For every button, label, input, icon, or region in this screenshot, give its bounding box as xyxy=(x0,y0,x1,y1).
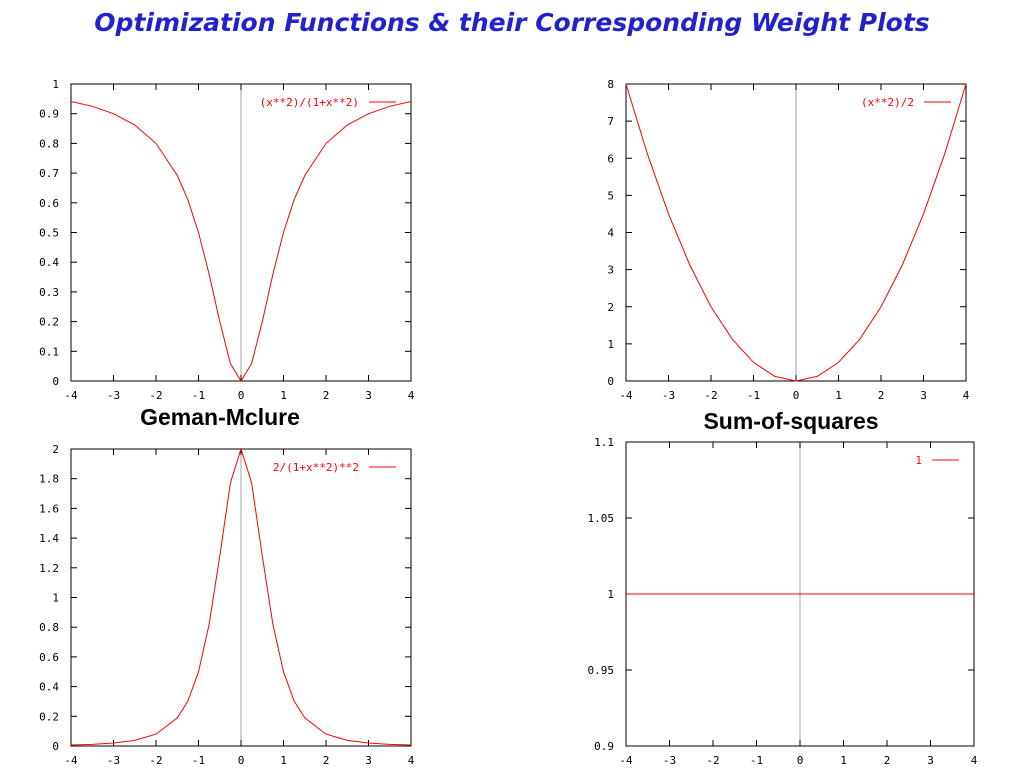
y-tick-label: 0.9 xyxy=(39,108,59,121)
page-title: Optimization Functions & their Correspon… xyxy=(94,8,930,37)
x-tick-label: -3 xyxy=(662,389,675,402)
y-tick-label: 0.1 xyxy=(39,345,59,358)
y-tick-label: 1.2 xyxy=(39,562,59,575)
y-tick-label: 0.2 xyxy=(39,316,59,329)
y-tick-label: 7 xyxy=(607,115,614,128)
legend-label: 1 xyxy=(915,454,922,467)
x-tick-label: -3 xyxy=(107,754,120,767)
x-tick-label: -4 xyxy=(619,754,633,767)
y-tick-label: 8 xyxy=(607,78,614,91)
x-tick-label: -2 xyxy=(706,754,719,767)
y-tick-label: 0.95 xyxy=(588,664,615,677)
x-tick-label: -4 xyxy=(64,389,78,402)
geman-mclure-label: Geman-Mclure xyxy=(140,404,300,430)
x-tick-label: 3 xyxy=(365,389,372,402)
x-tick-label: 0 xyxy=(793,389,800,402)
y-tick-label: 2 xyxy=(607,301,614,314)
y-tick-label: 0.4 xyxy=(39,256,59,269)
y-tick-label: 0.4 xyxy=(39,681,59,694)
y-tick-label: 0.6 xyxy=(39,197,59,210)
y-tick-label: 0.5 xyxy=(39,227,59,240)
x-tick-label: 0 xyxy=(797,754,804,767)
x-tick-label: 2 xyxy=(323,389,330,402)
x-tick-label: 3 xyxy=(365,754,372,767)
y-tick-label: 0.8 xyxy=(39,137,59,150)
y-tick-label: 1 xyxy=(607,338,614,351)
x-tick-label: -2 xyxy=(149,754,162,767)
x-tick-label: -3 xyxy=(663,754,676,767)
x-tick-label: 2 xyxy=(884,754,891,767)
x-tick-label: 2 xyxy=(323,754,330,767)
y-tick-label: 1 xyxy=(607,588,614,601)
x-tick-label: 2 xyxy=(878,389,885,402)
x-tick-label: -2 xyxy=(149,389,162,402)
x-tick-label: 1 xyxy=(835,389,842,402)
legend-label: (x**2)/2 xyxy=(861,96,914,109)
x-tick-label: 1 xyxy=(840,754,847,767)
x-tick-label: 3 xyxy=(920,389,927,402)
x-tick-label: -4 xyxy=(64,754,78,767)
x-tick-label: 4 xyxy=(971,754,978,767)
y-tick-label: 4 xyxy=(607,227,614,240)
x-tick-label: -2 xyxy=(704,389,717,402)
y-tick-label: 1.6 xyxy=(39,502,59,515)
series-line xyxy=(625,83,967,382)
sum-of-squares-label: Sum-of-squares xyxy=(703,408,879,434)
y-tick-label: 0 xyxy=(52,375,59,388)
x-tick-label: 0 xyxy=(238,389,245,402)
y-tick-label: 1.1 xyxy=(594,436,614,449)
y-tick-label: 0 xyxy=(607,375,614,388)
y-tick-label: 0.9 xyxy=(594,740,614,753)
x-tick-label: -1 xyxy=(192,389,205,402)
y-tick-label: 6 xyxy=(607,152,614,165)
legend-label: 2/(1+x**2)**2 xyxy=(273,461,359,474)
x-tick-label: 1 xyxy=(280,754,287,767)
x-tick-label: 4 xyxy=(408,754,415,767)
y-tick-label: 0.6 xyxy=(39,651,59,664)
x-tick-label: 0 xyxy=(238,754,245,767)
x-tick-label: 1 xyxy=(280,389,287,402)
x-tick-label: -1 xyxy=(192,754,205,767)
series-line xyxy=(70,101,412,382)
y-tick-label: 1.4 xyxy=(39,532,59,545)
y-tick-label: 5 xyxy=(607,189,614,202)
y-tick-label: 1 xyxy=(52,78,59,91)
y-tick-label: 1 xyxy=(52,592,59,605)
y-tick-label: 0.3 xyxy=(39,286,59,299)
y-tick-label: 3 xyxy=(607,264,614,277)
legend-label: (x**2)/(1+x**2) xyxy=(260,96,359,109)
y-tick-label: 0.2 xyxy=(39,710,59,723)
x-tick-label: 4 xyxy=(408,389,415,402)
y-tick-label: 0.8 xyxy=(39,621,59,634)
x-tick-label: 3 xyxy=(927,754,934,767)
x-tick-label: 4 xyxy=(963,389,970,402)
y-tick-label: 1.8 xyxy=(39,473,59,486)
y-tick-label: 2 xyxy=(52,443,59,456)
y-tick-label: 1.05 xyxy=(588,512,615,525)
y-tick-label: 0 xyxy=(52,740,59,753)
x-tick-label: -3 xyxy=(107,389,120,402)
x-tick-label: -1 xyxy=(747,389,760,402)
y-tick-label: 0.7 xyxy=(39,167,59,180)
x-tick-label: -1 xyxy=(750,754,763,767)
x-tick-label: -4 xyxy=(619,389,633,402)
series-line xyxy=(70,447,412,746)
